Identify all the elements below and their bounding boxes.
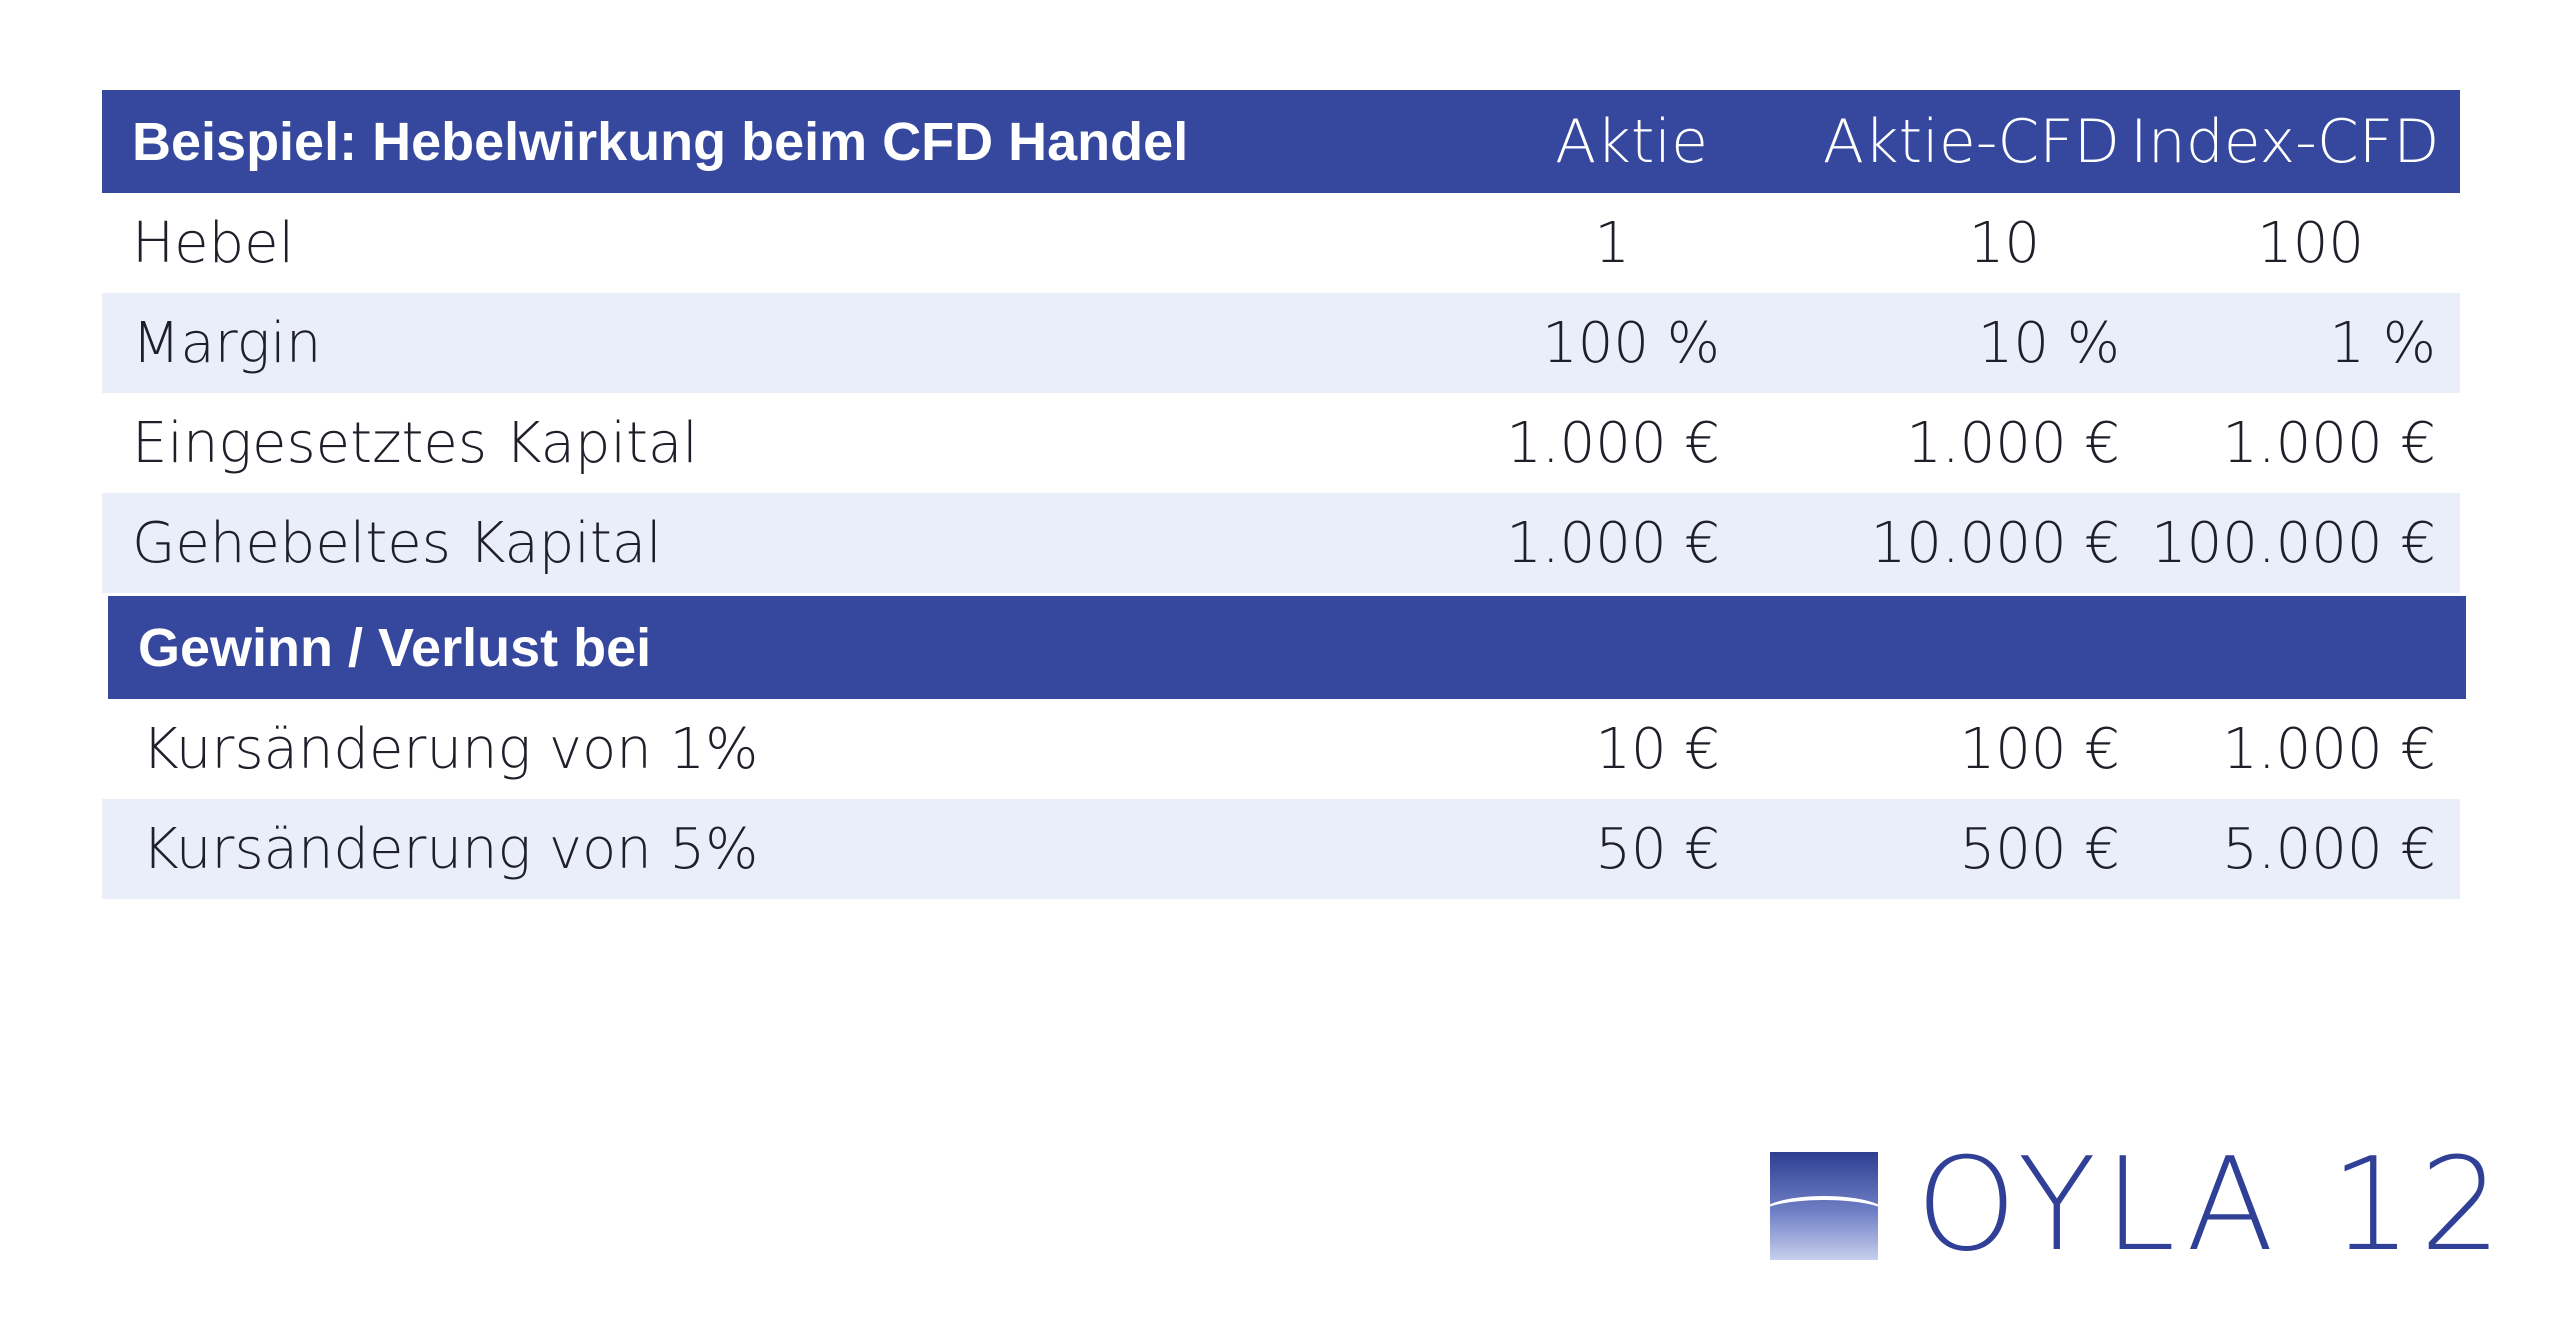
leverage-table: Beispiel: Hebelwirkung beim CFD Handel A… <box>102 90 2466 899</box>
table-row-hebel: Hebel 1 10 100 <box>102 193 2460 293</box>
cell-index-cfd: 100 <box>2257 210 2364 276</box>
cell-index-cfd: 1.000 € <box>2222 716 2436 782</box>
cell-aktie-cfd: 100 € <box>1959 716 2120 782</box>
table-row-eingesetztes-kapital: Eingesetztes Kapital 1.000 € 1.000 € 1.0… <box>102 393 2460 493</box>
table-header-row: Beispiel: Hebelwirkung beim CFD Handel A… <box>102 90 2460 193</box>
row-label: Eingesetztes Kapital <box>132 410 698 476</box>
cell-index-cfd: 1.000 € <box>2222 410 2436 476</box>
cell-aktie-cfd: 10.000 € <box>1870 510 2120 576</box>
cell-aktie-cfd: 10 <box>1968 210 2040 276</box>
table-row-margin: Margin 100 % 10 % 1 % <box>102 293 2460 393</box>
cell-aktie-cfd: 1.000 € <box>1906 410 2120 476</box>
section-title: Gewinn / Verlust bei <box>138 617 652 678</box>
cell-aktie: 1 <box>1594 210 1630 276</box>
cell-aktie-cfd: 500 € <box>1959 816 2120 882</box>
row-label: Kursänderung von 1% <box>142 716 759 782</box>
table-row-gehebeltes-kapital: Gehebeltes Kapital 1.000 € 10.000 € 100.… <box>102 493 2460 593</box>
row-label: Hebel <box>132 210 295 276</box>
column-header-aktie: Aktie <box>1555 106 1708 177</box>
column-header-index-cfd: Index-CFD <box>2130 106 2440 177</box>
cell-aktie: 1.000 € <box>1506 510 1720 576</box>
table-row-kursaenderung-5: Kursänderung von 5% 50 € 500 € 5.000 € <box>102 799 2460 899</box>
cell-aktie: 50 € <box>1595 816 1720 882</box>
row-label: Kursänderung von 5% <box>142 816 759 882</box>
section-header-gewinn-verlust: Gewinn / Verlust bei <box>108 596 2466 699</box>
cell-index-cfd: 5.000 € <box>2222 816 2436 882</box>
logo-text: OYLA 12 <box>1916 1131 2510 1280</box>
cell-index-cfd: 1 % <box>2329 310 2436 376</box>
cell-index-cfd: 100.000 € <box>2150 510 2436 576</box>
oyla-logo-mark-icon <box>1770 1152 1878 1260</box>
table-row-kursaenderung-1: Kursänderung von 1% 10 € 100 € 1.000 € <box>102 699 2460 799</box>
cell-aktie-cfd: 10 % <box>1977 310 2120 376</box>
row-label: Gehebeltes Kapital <box>132 510 662 576</box>
oyla-logo: OYLA 12 <box>1770 1142 2509 1270</box>
cell-aktie: 10 € <box>1595 716 1720 782</box>
column-header-aktie-cfd: Aktie-CFD <box>1822 106 2120 177</box>
table-title: Beispiel: Hebelwirkung beim CFD Handel <box>132 111 1189 172</box>
cell-aktie: 1.000 € <box>1506 410 1720 476</box>
cell-aktie: 100 % <box>1542 310 1720 376</box>
row-label: Margin <box>132 310 322 376</box>
